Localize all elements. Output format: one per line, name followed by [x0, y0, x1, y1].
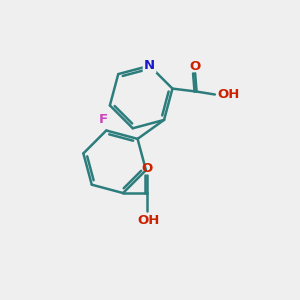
- Text: F: F: [99, 113, 108, 126]
- Text: N: N: [144, 59, 155, 72]
- Text: OH: OH: [137, 214, 160, 227]
- Text: O: O: [190, 60, 201, 73]
- Text: OH: OH: [217, 88, 239, 101]
- Text: O: O: [142, 162, 153, 175]
